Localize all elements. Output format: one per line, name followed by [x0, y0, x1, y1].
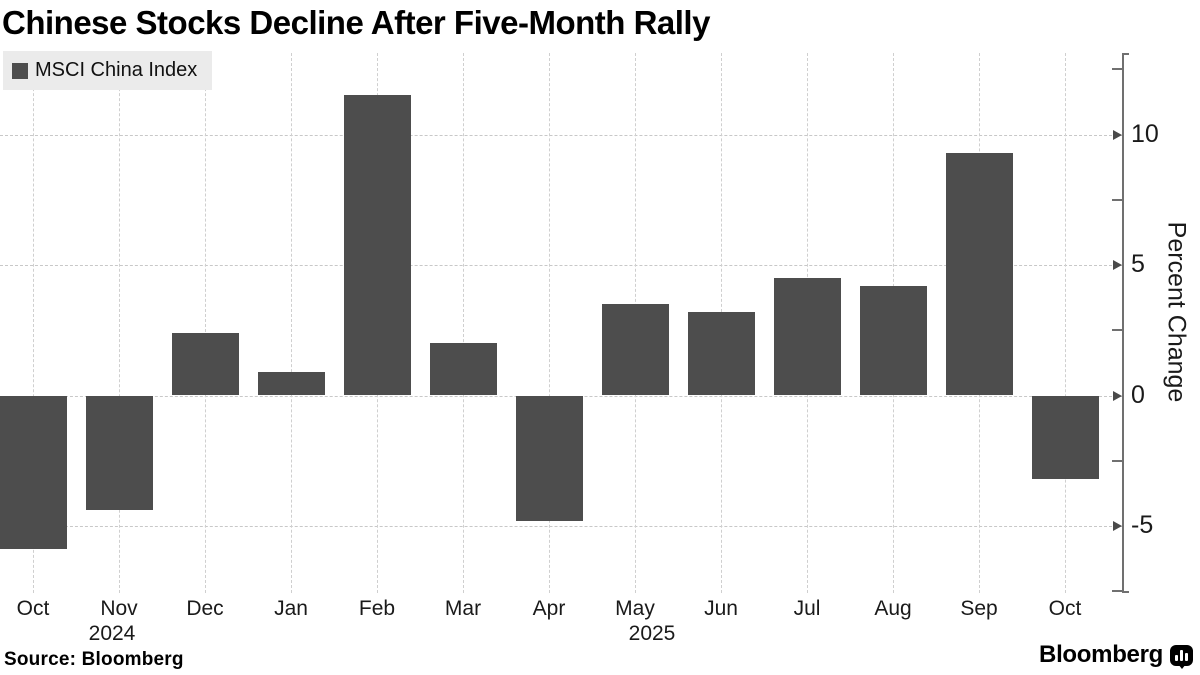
y-axis-minor-tick [1112, 459, 1122, 462]
bar-aug-2025 [859, 285, 927, 396]
bloomberg-chart-bubble-icon [1170, 644, 1193, 666]
y-axis-major-tick-arrow-icon [1113, 260, 1122, 270]
x-axis-month-label: Apr [532, 597, 566, 620]
y-axis-minor-tick [1112, 198, 1122, 201]
x-axis-year-label: 2024 [88, 622, 136, 645]
x-axis-month-label: May [615, 597, 655, 620]
x-axis-month-label: Dec [186, 597, 224, 620]
gridline-vertical [119, 53, 120, 593]
bar-apr-2025 [515, 395, 583, 521]
y-axis-tick-label: 5 [1131, 249, 1145, 278]
x-axis-month-label: Jan [274, 597, 308, 620]
y-axis-major-tick-arrow-icon [1113, 129, 1122, 140]
y-axis-top-foot [1122, 53, 1129, 55]
legend: MSCI China Index [3, 51, 213, 90]
y-axis-tick-label: 0 [1131, 380, 1145, 409]
y-axis-minor-tick [1112, 590, 1122, 593]
legend-swatch-icon [12, 62, 28, 79]
x-axis-month-label: Mar [444, 597, 482, 620]
x-axis-month-label: Aug [874, 597, 912, 620]
source-note: Source: Bloomberg [4, 649, 184, 670]
x-axis-month-label: Nov [100, 597, 138, 620]
bar-jul-2025 [773, 278, 841, 396]
y-axis-major-tick-arrow-icon [1113, 390, 1122, 401]
bar-oct-2024 [0, 395, 67, 550]
y-axis-tick-label: -5 [1131, 510, 1154, 539]
y-axis-bottom-foot [1122, 591, 1129, 593]
bar-feb-2025 [343, 95, 411, 396]
x-axis-month-label: Oct [16, 597, 50, 620]
legend-label: MSCI China Index [35, 59, 198, 81]
gridline-horizontal [0, 526, 1122, 527]
gridline-vertical [463, 53, 464, 593]
gridline-vertical [1065, 53, 1066, 593]
bar-may-2025 [601, 304, 669, 396]
y-axis-minor-tick [1112, 329, 1122, 332]
bar-jan-2025 [257, 372, 325, 396]
x-axis-month-label: Oct [1048, 597, 1082, 620]
bar-jun-2025 [687, 311, 755, 396]
gridline-horizontal [0, 265, 1122, 266]
bar-dec-2024 [171, 332, 239, 396]
bar-oct-2025 [1031, 395, 1099, 480]
bloomberg-logo-text: Bloomberg [1039, 641, 1163, 668]
bar-mar-2025 [429, 343, 497, 396]
y-axis-minor-tick [1112, 68, 1122, 71]
y-axis-line [1122, 53, 1124, 593]
x-axis-month-label: Sep [960, 597, 998, 620]
bloomberg-logo: Bloomberg [1039, 641, 1193, 669]
bar-sep-2025 [945, 152, 1013, 396]
y-axis-title: Percent Change [1162, 221, 1191, 403]
gridline-horizontal [0, 134, 1122, 136]
x-axis-month-label: Jul [793, 597, 821, 620]
gridline-vertical [205, 53, 206, 593]
x-axis-year-label: 2025 [628, 622, 676, 645]
chart-title: Chinese Stocks Decline After Five-Month … [2, 4, 710, 41]
x-axis-month-label: Jun [704, 597, 738, 620]
gridline-vertical [549, 53, 550, 593]
bar-nov-2024 [85, 395, 153, 511]
x-axis-month-label: Feb [358, 597, 396, 620]
y-axis-major-tick-arrow-icon [1113, 521, 1122, 531]
gridline-vertical [33, 53, 34, 593]
y-axis-tick-label: 10 [1131, 119, 1159, 148]
gridline-vertical [291, 53, 292, 593]
